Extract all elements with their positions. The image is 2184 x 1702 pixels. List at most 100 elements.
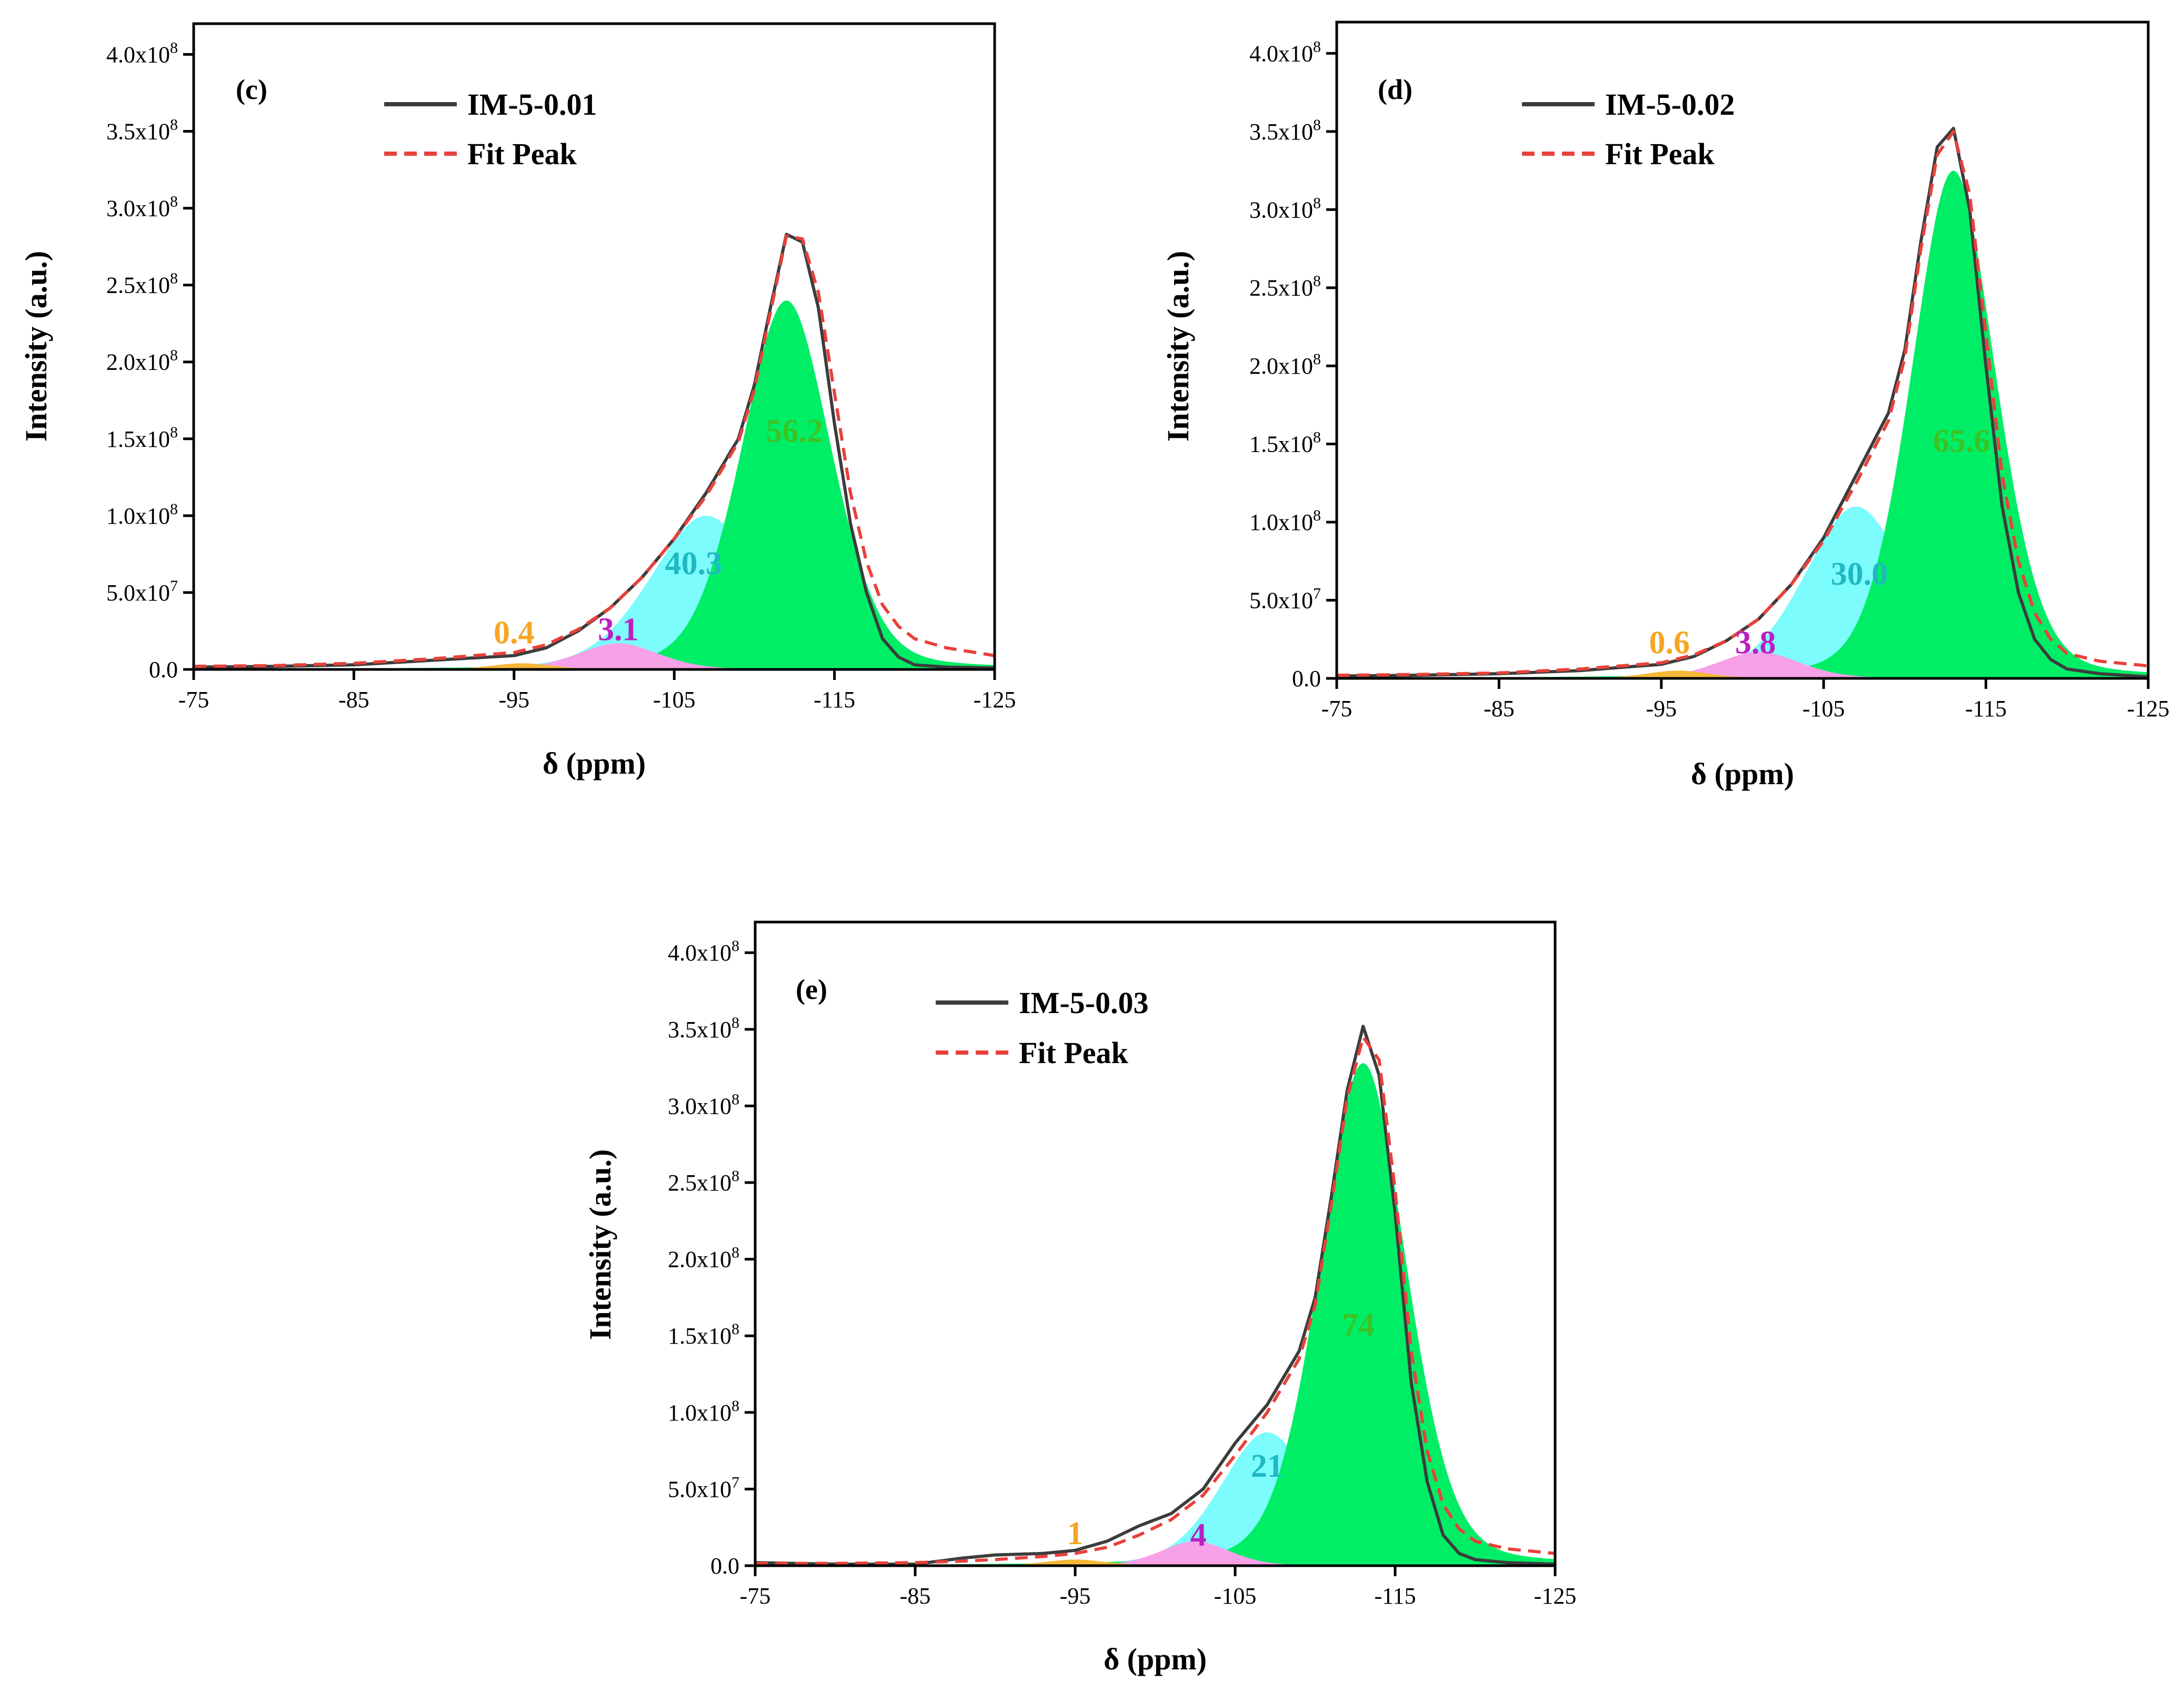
peak-fill-1 [755, 1541, 1555, 1566]
peak-label-0: 0.6 [1649, 625, 1690, 661]
fit-peak-curve [193, 234, 995, 668]
y-tick-label: 2.5x108 [668, 1167, 739, 1196]
peak-label-3: 65.6 [1933, 424, 1990, 459]
y-tick-label: 2.5x108 [1249, 273, 1321, 301]
peak-label-2: 40.3 [665, 546, 722, 582]
plot-frame [192, 22, 996, 671]
x-tick-label: -75 [1321, 696, 1353, 722]
x-tick-label: -75 [740, 1583, 771, 1609]
x-tick-label: -85 [900, 1583, 931, 1609]
peak-label-2: 21 [1251, 1448, 1284, 1484]
panel-label: (d) [1378, 74, 1412, 105]
fit-peak-curve [755, 1035, 1556, 1565]
plot-area [755, 1025, 1556, 1566]
peak-fill-3 [1337, 171, 2148, 679]
y-tick-label: 5.0x107 [106, 577, 178, 606]
peak-label-1: 3.1 [598, 612, 639, 648]
x-axis: -75 -85 -95 -105 -115 -125 [178, 669, 1016, 713]
y-tick-label: 4.0x108 [106, 39, 178, 67]
x-tick-label: -125 [1534, 1583, 1577, 1609]
y-tick-label: 0.0 [149, 657, 178, 683]
panel-label: (e) [796, 974, 827, 1005]
y-tick-label: 2.0x108 [668, 1244, 739, 1273]
legend: IM-5-0.02 Fit Peak [1522, 87, 1735, 171]
y-tick-label: 3.0x108 [106, 193, 178, 222]
x-axis: -75 -85 -95 -105 -115 -125 [740, 1566, 1577, 1609]
peak-label-1: 4 [1190, 1517, 1207, 1553]
y-tick-label: 3.5x108 [106, 116, 178, 145]
peak-label-1: 3.8 [1735, 625, 1776, 661]
x-tick-label: -115 [814, 687, 855, 713]
y-tick-label: 2.5x108 [106, 270, 178, 298]
x-axis-title: δ (ppm) [1104, 1642, 1207, 1676]
legend: IM-5-0.01 Fit Peak [384, 87, 597, 171]
x-tick-label: -115 [1965, 696, 2007, 722]
y-tick-label: 4.0x108 [1249, 38, 1321, 66]
x-tick-label: -105 [1214, 1583, 1257, 1609]
y-tick-label: 1.5x108 [668, 1320, 739, 1349]
peak-label-0: 1 [1067, 1516, 1084, 1551]
plot-frame [754, 920, 1557, 1567]
y-tick-label: 1.0x108 [106, 500, 178, 529]
x-tick-label: -85 [1484, 696, 1515, 722]
plot-frame [1335, 21, 2150, 680]
legend-label-experimental: IM-5-0.01 [467, 87, 597, 122]
peak-label-0: 0.4 [494, 615, 535, 650]
peak-fill-3 [755, 1063, 1555, 1566]
panel-c: (c) Intensity (a.u.) δ (ppm) IM-5-0.01 F… [19, 22, 1016, 780]
x-axis-title: δ (ppm) [1691, 757, 1794, 791]
peak-fill-1 [194, 643, 995, 669]
y-axis-title: Intensity (a.u.) [1161, 251, 1195, 442]
legend-label-fit: Fit Peak [1605, 137, 1715, 171]
x-tick-label: -75 [178, 687, 209, 713]
x-tick-label: -85 [338, 687, 369, 713]
x-tick-label: -125 [2127, 696, 2170, 722]
peak-label-3: 56.2 [766, 414, 823, 449]
y-tick-label: 2.0x108 [106, 347, 178, 375]
x-axis: -75 -85 -95 -105 -115 -125 [1321, 678, 2170, 722]
legend-label-fit: Fit Peak [467, 137, 577, 171]
x-tick-label: -95 [1060, 1583, 1091, 1609]
y-tick-label: 5.0x107 [668, 1474, 739, 1502]
y-tick-label: 3.5x108 [668, 1014, 739, 1043]
legend-label-fit: Fit Peak [1019, 1036, 1129, 1070]
y-tick-label: 3.5x108 [1249, 116, 1321, 145]
y-axis: 0.0 5.0x107 1.0x108 1.5x108 2.0x108 2.5x108 3.… [106, 39, 194, 683]
panel-e: (e) Intensity (a.u.) δ (ppm) IM-5-0.03 F… [583, 920, 1577, 1676]
legend-label-experimental: IM-5-0.02 [1605, 87, 1735, 122]
x-tick-label: -125 [974, 687, 1016, 713]
x-tick-label: -105 [653, 687, 696, 713]
x-tick-label: -95 [498, 687, 529, 713]
panel-label: (c) [236, 74, 267, 105]
y-axis: 0.0 5.0x107 1.0x108 1.5x108 2.0x108 2.5x108 3.… [1249, 38, 1337, 692]
peak-fill-3 [194, 300, 995, 669]
y-axis-title: Intensity (a.u.) [19, 251, 53, 442]
legend-label-experimental: IM-5-0.03 [1019, 986, 1148, 1020]
y-tick-label: 0.0 [710, 1553, 739, 1579]
x-tick-label: -95 [1646, 696, 1677, 722]
y-axis-title: Intensity (a.u.) [583, 1149, 617, 1340]
plot-area [1336, 126, 2149, 679]
peak-label-3: 74 [1342, 1307, 1375, 1343]
experimental-curve [194, 233, 995, 670]
y-axis: 0.0 5.0x107 1.0x108 1.5x108 2.0x108 2.5x108 3.… [668, 937, 755, 1579]
y-tick-label: 4.0x108 [668, 937, 739, 966]
y-tick-label: 5.0x107 [1249, 585, 1321, 614]
experimental-curve [755, 1025, 1556, 1566]
x-tick-label: -115 [1374, 1583, 1416, 1609]
y-tick-label: 1.0x108 [668, 1397, 739, 1426]
y-tick-label: 0.0 [1292, 666, 1321, 692]
y-tick-label: 1.5x108 [1249, 429, 1321, 457]
y-tick-label: 2.0x108 [1249, 351, 1321, 379]
x-axis-title: δ (ppm) [543, 746, 646, 780]
y-tick-label: 1.0x108 [1249, 507, 1321, 535]
experimental-curve [1337, 126, 2149, 678]
legend: IM-5-0.03 Fit Peak [936, 986, 1148, 1070]
y-tick-label: 3.0x108 [668, 1090, 739, 1119]
x-tick-label: -105 [1802, 696, 1845, 722]
y-tick-label: 1.5x108 [106, 424, 178, 452]
panel-d: (d) Intensity (a.u.) δ (ppm) IM-5-0.02 F… [1161, 21, 2170, 791]
peak-label-2: 30.0 [1831, 556, 1888, 592]
plot-area [193, 233, 995, 670]
